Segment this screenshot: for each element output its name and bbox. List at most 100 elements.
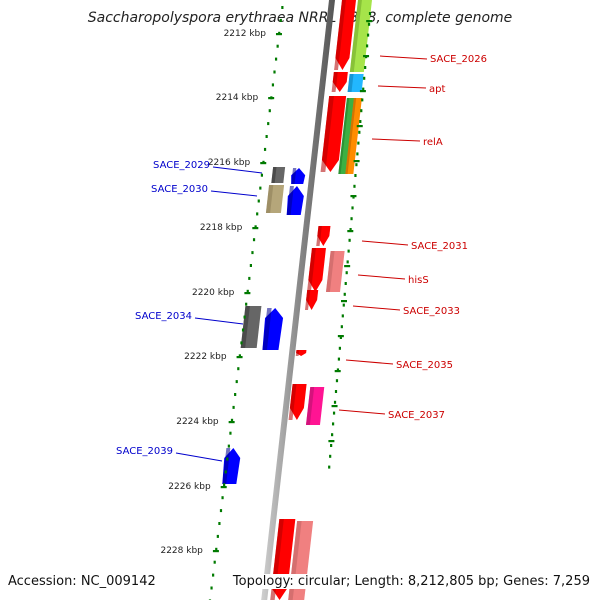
ruler-minor-tick: [263, 147, 267, 151]
scale-minor-tick: [338, 346, 341, 350]
ruler-minor-tick: [223, 483, 226, 487]
scale-minor-tick: [341, 314, 344, 318]
scale-minor-tick: [348, 238, 351, 242]
scale-minor-tick: [349, 228, 352, 231]
scale-minor-tick: [361, 98, 364, 102]
gene-rela-arrow: [320, 96, 347, 172]
ruler-minor-tick: [259, 186, 262, 190]
gene-label-sace-2033[interactable]: SACE_2033: [403, 306, 460, 317]
ruler-minor-tick: [218, 522, 221, 525]
ruler-minor-tick: [281, 6, 284, 9]
ruler-major-tick: [268, 97, 275, 100]
ruler-minor-tick: [267, 122, 270, 126]
gene-sace-2028-block: [271, 167, 286, 183]
gene-sace-2036-arrow: [288, 384, 307, 420]
scale-minor-tick: [350, 217, 353, 221]
ruler-minor-tick: [268, 109, 271, 113]
gene-label-sace-2030[interactable]: SACE_2030: [151, 184, 208, 195]
gene-hiss-block: [326, 251, 345, 292]
gene-label-leader: [194, 317, 244, 325]
scale-minor-tick: [368, 12, 372, 15]
ruler-minor-tick: [213, 560, 216, 564]
gene-rela-track-orange: [345, 98, 362, 174]
scale-minor-tick: [360, 109, 363, 113]
gene-label-sace-2026[interactable]: SACE_2026: [430, 54, 487, 65]
gene-sace-2026-arrow: [334, 0, 356, 70]
ruler-minor-tick: [248, 276, 251, 280]
gene-sace-2026-track: [349, 0, 372, 72]
ruler-minor-tick: [254, 225, 257, 229]
scale-major-tick: [356, 125, 363, 128]
scale-minor-tick: [354, 174, 357, 177]
scale-minor-tick: [355, 163, 358, 167]
gene-label-sace-2034[interactable]: SACE_2034: [135, 311, 192, 322]
ruler-minor-tick: [227, 444, 230, 448]
ruler-minor-tick: [232, 405, 235, 409]
scale-minor-tick: [328, 465, 331, 469]
gene-sace-2029-arrow: [291, 168, 306, 184]
ruler-minor-tick: [260, 173, 264, 177]
ruler-minor-tick: [257, 199, 260, 203]
ruler-tick-label: 2222 kbp: [184, 352, 227, 362]
ruler-minor-tick: [265, 135, 268, 138]
gene-label-hiss[interactable]: hisS: [408, 275, 429, 286]
ruler-major-tick: [252, 227, 259, 230]
scale-minor-tick: [367, 22, 371, 26]
gene-label-sace-2039[interactable]: SACE_2039: [116, 446, 173, 457]
ruler-minor-tick: [212, 573, 215, 577]
gene-sace-2030b-block: [265, 185, 285, 213]
ruler-tick-label: 2226 kbp: [168, 482, 211, 492]
gene-label-leader: [338, 409, 386, 415]
scale-minor-tick: [335, 379, 339, 383]
ruler-minor-tick: [243, 315, 246, 319]
gene-label-leader: [345, 359, 394, 365]
scale-minor-tick: [340, 325, 343, 329]
gene-label-sace-2031[interactable]: SACE_2031: [411, 241, 468, 252]
ruler-minor-tick: [249, 264, 252, 267]
gene-sace-2032-arrow: [307, 248, 326, 292]
scale-minor-tick: [331, 433, 334, 437]
ruler-minor-tick: [229, 431, 232, 435]
scale-major-tick: [328, 440, 335, 443]
scale-minor-tick: [331, 422, 335, 426]
map-title: Saccharopolyspora erythraea NRRL 2338, c…: [87, 10, 513, 26]
ruler-minor-tick: [235, 380, 238, 384]
ruler-minor-tick: [256, 212, 259, 216]
ruler-major-tick: [236, 356, 243, 359]
gene-sace-2031-arrow: [316, 226, 331, 246]
gene-label-apt[interactable]: apt: [429, 84, 445, 95]
gene-label-sace-2029[interactable]: SACE_2029: [153, 160, 210, 171]
ruler-minor-tick: [273, 70, 276, 74]
gene-sace-2034b-block: [240, 306, 262, 348]
scale-minor-tick: [333, 400, 337, 404]
scale-minor-tick: [342, 303, 345, 307]
ruler-minor-tick: [237, 367, 240, 371]
scale-minor-tick: [366, 44, 369, 48]
scale-minor-tick: [329, 454, 332, 458]
gene-label-leader: [212, 166, 263, 174]
ruler-tick-label: 2212 kbp: [224, 29, 267, 39]
gene-sace-2035-arrow: [295, 350, 307, 356]
scale-minor-tick: [362, 87, 365, 91]
gene-sace-2037-block: [305, 387, 325, 425]
scale-major-tick: [347, 230, 354, 233]
gene-label-leader: [371, 138, 421, 142]
ruler-minor-tick: [279, 18, 282, 22]
gene-features-layer: [222, 0, 372, 600]
scale-major-tick: [353, 160, 360, 163]
ruler-tick-label: 2224 kbp: [176, 417, 219, 427]
scale-minor-tick: [339, 336, 342, 339]
gene-apt-track: [347, 74, 364, 92]
ruler-minor-tick: [276, 44, 279, 48]
gene-label-rela[interactable]: relA: [423, 137, 443, 148]
gene-label-sace-2035[interactable]: SACE_2035: [396, 360, 453, 371]
scale-major-tick: [337, 335, 344, 338]
ruler-tick-label: 2220 kbp: [192, 288, 235, 298]
gene-apt-arrow: [331, 72, 348, 92]
ruler-minor-tick: [221, 496, 224, 500]
scale-minor-tick: [353, 184, 356, 188]
ruler-minor-tick: [252, 238, 256, 242]
gene-label-sace-2037[interactable]: SACE_2037: [388, 410, 445, 421]
scale-major-tick: [363, 55, 370, 58]
